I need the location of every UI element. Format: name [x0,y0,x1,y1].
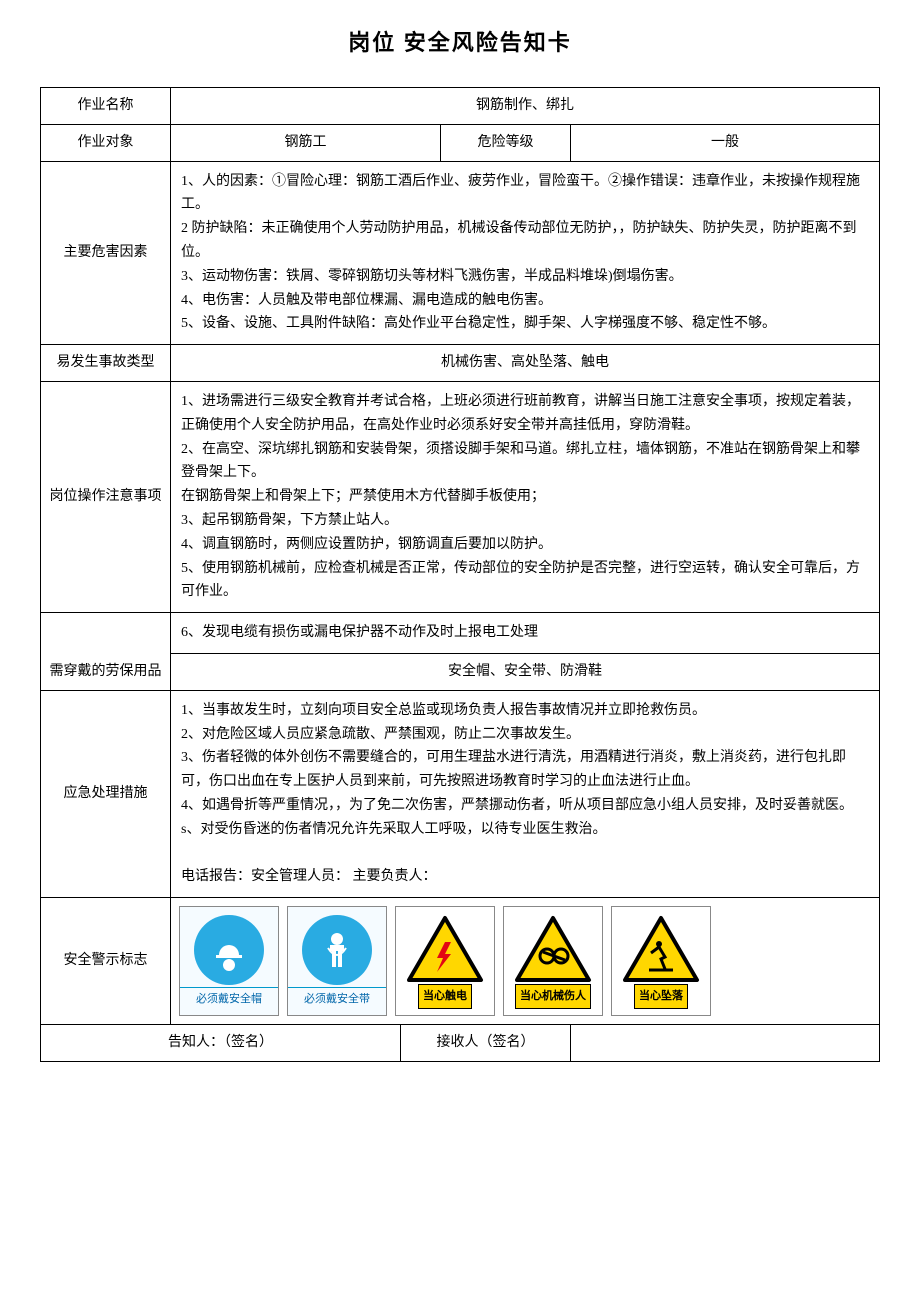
table-row: 易发生事故类型 机械伤害、高处坠落、触电 [41,345,880,382]
job-name-label: 作业名称 [41,88,171,125]
electric-sign: 当心触电 [395,906,495,1016]
sign-caption: 当心坠落 [634,984,688,1009]
fall-sign: 当心坠落 [611,906,711,1016]
accident-label: 易发生事故类型 [41,345,171,382]
job-target-label: 作业对象 [41,124,171,161]
emergency-text: 1、当事故发生时，立刻向项目安全总监或现场负责人报告事故情况并立即抢救伤员。2、… [171,690,880,897]
warning-icon [621,913,701,984]
sign-caption: 必须戴安全带 [288,987,386,1011]
warning-icon [405,913,485,984]
job-target-value: 钢筋工 [171,124,441,161]
table-row: 岗位操作注意事项 1、进场需进行三级安全教育并考试合格，上班必须进行班前教育，讲… [41,381,880,612]
mechanical-sign: 当心机械伤人 [503,906,603,1016]
table-row: 安全警示标志 必须戴安全帽必须戴安全带 当心触电 当心机械伤人 当心坠落 [41,898,880,1025]
warning-icon [513,913,593,984]
sign-caption: 当心触电 [418,984,472,1009]
sign-caption: 当心机械伤人 [515,984,591,1009]
table-row: 作业名称 钢筋制作、绑扎 [41,88,880,125]
hazard-text: 1、人的因素：①冒险心理：钢筋工酒后作业、疲劳作业，冒险蛮干。②操作错误：违章作… [171,161,880,345]
caution-text: 1、进场需进行三级安全教育并考试合格，上班必须进行班前教育，讲解当日施工注意安全… [171,381,880,612]
risk-level-value: 一般 [571,124,880,161]
helmet-sign: 必须戴安全帽 [179,906,279,1016]
receiver-label: 接收人（签名） [401,1025,571,1062]
risk-card-table: 作业名称 钢筋制作、绑扎 作业对象 钢筋工 危险等级 一般 主要危害因素 1、人… [40,87,880,1062]
table-row: 需穿戴的劳保用品 6、发现电缆有损伤或漏电保护器不动作及时上报电工处理 [41,613,880,654]
table-row: 告知人：（签名） 接收人（签名） [41,1025,880,1062]
accident-value: 机械伤害、高处坠落、触电 [171,345,880,382]
signs-cell: 必须戴安全帽必须戴安全带 当心触电 当心机械伤人 当心坠落 [171,898,880,1025]
informer-label: 告知人：（签名） [41,1025,401,1062]
ppe-value: 安全帽、安全带、防滑鞋 [171,653,880,690]
table-row: 应急处理措施 1、当事故发生时，立刻向项目安全总监或现场负责人报告事故情况并立即… [41,690,880,897]
table-row: 作业对象 钢筋工 危险等级 一般 [41,124,880,161]
mandatory-icon [194,915,264,985]
mandatory-icon [302,915,372,985]
emergency-label: 应急处理措施 [41,690,171,897]
ppe-label: 需穿戴的劳保用品 [41,613,171,691]
page-title: 岗位 安全风险告知卡 [40,25,880,57]
receiver-value [571,1025,880,1062]
belt-sign: 必须戴安全带 [287,906,387,1016]
table-row: 主要危害因素 1、人的因素：①冒险心理：钢筋工酒后作业、疲劳作业，冒险蛮干。②操… [41,161,880,345]
hazard-label: 主要危害因素 [41,161,171,345]
caution-extra: 6、发现电缆有损伤或漏电保护器不动作及时上报电工处理 [171,613,880,654]
caution-label: 岗位操作注意事项 [41,381,171,612]
sign-caption: 必须戴安全帽 [180,987,278,1011]
signs-label: 安全警示标志 [41,898,171,1025]
risk-level-label: 危险等级 [441,124,571,161]
job-name-value: 钢筋制作、绑扎 [171,88,880,125]
